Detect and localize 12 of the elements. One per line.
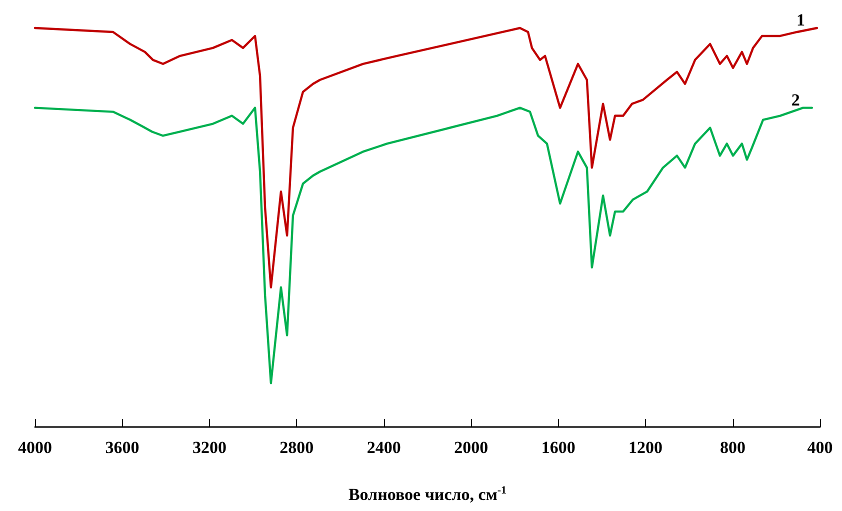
x-tick-label: 1600 (541, 438, 576, 457)
x-tick-label: 3600 (105, 438, 140, 457)
x-tick-label: 800 (720, 438, 746, 457)
x-tick-label: 3200 (192, 438, 226, 457)
series-label: 1 (796, 10, 805, 30)
x-tick-label: 4000 (18, 438, 52, 457)
x-tick-label: 2800 (280, 438, 314, 457)
x-tick-label: 2000 (454, 438, 488, 457)
x-tick-label: 1200 (628, 438, 663, 457)
x-tick-label: 400 (807, 438, 833, 457)
series-label: 2 (791, 90, 800, 110)
x-tick-label: 2400 (366, 438, 401, 457)
